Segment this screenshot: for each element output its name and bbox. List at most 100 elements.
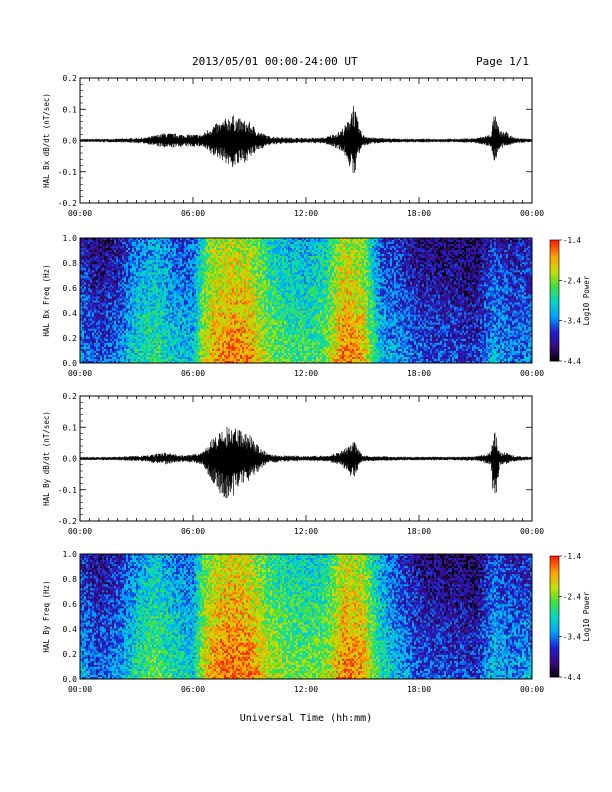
heat-cell bbox=[102, 301, 104, 303]
heat-cell bbox=[222, 337, 224, 339]
heat-cell bbox=[208, 345, 210, 347]
heat-cell bbox=[206, 311, 208, 313]
heat-cell bbox=[96, 262, 98, 264]
heat-cell bbox=[160, 343, 162, 345]
heat-cell bbox=[176, 351, 178, 353]
heat-cell bbox=[142, 268, 144, 270]
heat-cell bbox=[210, 286, 212, 288]
heat-cell bbox=[152, 264, 154, 266]
heat-cell bbox=[216, 357, 218, 359]
heat-cell bbox=[182, 276, 184, 278]
heat-cell bbox=[210, 317, 212, 319]
heat-cell bbox=[158, 339, 160, 341]
heat-cell bbox=[114, 313, 116, 315]
heat-cell bbox=[196, 264, 198, 266]
heat-cell bbox=[116, 286, 118, 288]
heat-cell bbox=[204, 329, 206, 331]
heat-cell bbox=[160, 288, 162, 290]
heat-cell bbox=[138, 284, 140, 286]
heat-cell bbox=[206, 321, 208, 323]
heat-cell bbox=[164, 355, 166, 357]
heat-cell bbox=[214, 311, 216, 313]
heat-cell bbox=[148, 337, 150, 339]
heat-cell bbox=[218, 242, 220, 244]
heat-cell bbox=[88, 258, 90, 260]
heat-cell bbox=[226, 294, 228, 296]
heat-cell bbox=[176, 329, 178, 331]
heat-cell bbox=[124, 268, 126, 270]
heat-cell bbox=[94, 303, 96, 305]
heat-cell bbox=[192, 244, 194, 246]
heat-cell bbox=[88, 337, 90, 339]
heat-cell bbox=[154, 331, 156, 333]
heat-cell bbox=[228, 260, 230, 262]
heat-cell bbox=[138, 317, 140, 319]
heat-cell bbox=[152, 349, 154, 351]
heat-cell bbox=[94, 301, 96, 303]
heat-cell bbox=[94, 321, 96, 323]
heat-cell bbox=[164, 290, 166, 292]
heat-cell bbox=[86, 272, 88, 274]
heat-cell bbox=[82, 305, 84, 307]
heat-cell bbox=[112, 333, 114, 335]
heat-cell bbox=[226, 351, 228, 353]
heat-cell bbox=[172, 252, 174, 254]
heat-cell bbox=[98, 246, 100, 248]
heat-cell bbox=[222, 298, 224, 300]
heat-cell bbox=[106, 270, 108, 272]
heat-cell bbox=[204, 315, 206, 317]
heat-cell bbox=[104, 250, 106, 252]
heat-cell bbox=[122, 294, 124, 296]
heat-cell bbox=[182, 359, 184, 361]
heat-cell bbox=[206, 319, 208, 321]
heat-cell bbox=[186, 260, 188, 262]
heat-cell bbox=[104, 288, 106, 290]
heat-cell bbox=[180, 357, 182, 359]
heat-cell bbox=[82, 343, 84, 345]
heat-cell bbox=[182, 264, 184, 266]
heat-cell bbox=[88, 317, 90, 319]
heat-cell bbox=[86, 321, 88, 323]
heat-cell bbox=[220, 274, 222, 276]
heat-cell bbox=[148, 329, 150, 331]
heat-cell bbox=[132, 262, 134, 264]
heat-cell bbox=[220, 303, 222, 305]
heat-cell bbox=[100, 315, 102, 317]
heat-cell bbox=[222, 296, 224, 298]
heat-cell bbox=[144, 351, 146, 353]
heat-cell bbox=[136, 260, 138, 262]
heat-cell bbox=[128, 303, 130, 305]
heat-cell bbox=[154, 268, 156, 270]
heat-cell bbox=[192, 284, 194, 286]
heat-cell bbox=[230, 333, 232, 335]
heat-cell bbox=[220, 357, 222, 359]
heat-cell bbox=[140, 345, 142, 347]
heat-cell bbox=[228, 349, 230, 351]
heat-cell bbox=[206, 351, 208, 353]
heat-cell bbox=[160, 272, 162, 274]
heat-cell bbox=[110, 311, 112, 313]
heat-cell bbox=[170, 323, 172, 325]
heat-cell bbox=[150, 359, 152, 361]
heat-cell bbox=[132, 323, 134, 325]
heat-cell bbox=[108, 288, 110, 290]
heat-cell bbox=[214, 353, 216, 355]
heat-cell bbox=[230, 315, 232, 317]
heat-cell bbox=[192, 333, 194, 335]
heat-cell bbox=[150, 270, 152, 272]
heat-cell bbox=[190, 240, 192, 242]
heat-cell bbox=[120, 248, 122, 250]
heat-cell bbox=[176, 280, 178, 282]
heat-cell bbox=[222, 325, 224, 327]
heat-cell bbox=[82, 296, 84, 298]
heat-cell bbox=[98, 256, 100, 258]
y-tick-label: -0.1 bbox=[58, 168, 77, 177]
heat-cell bbox=[142, 321, 144, 323]
heat-cell bbox=[118, 307, 120, 309]
heat-cell bbox=[102, 288, 104, 290]
heat-cell bbox=[192, 280, 194, 282]
heat-cell bbox=[204, 313, 206, 315]
heat-cell bbox=[98, 252, 100, 254]
heat-cell bbox=[110, 313, 112, 315]
heat-cell bbox=[214, 280, 216, 282]
